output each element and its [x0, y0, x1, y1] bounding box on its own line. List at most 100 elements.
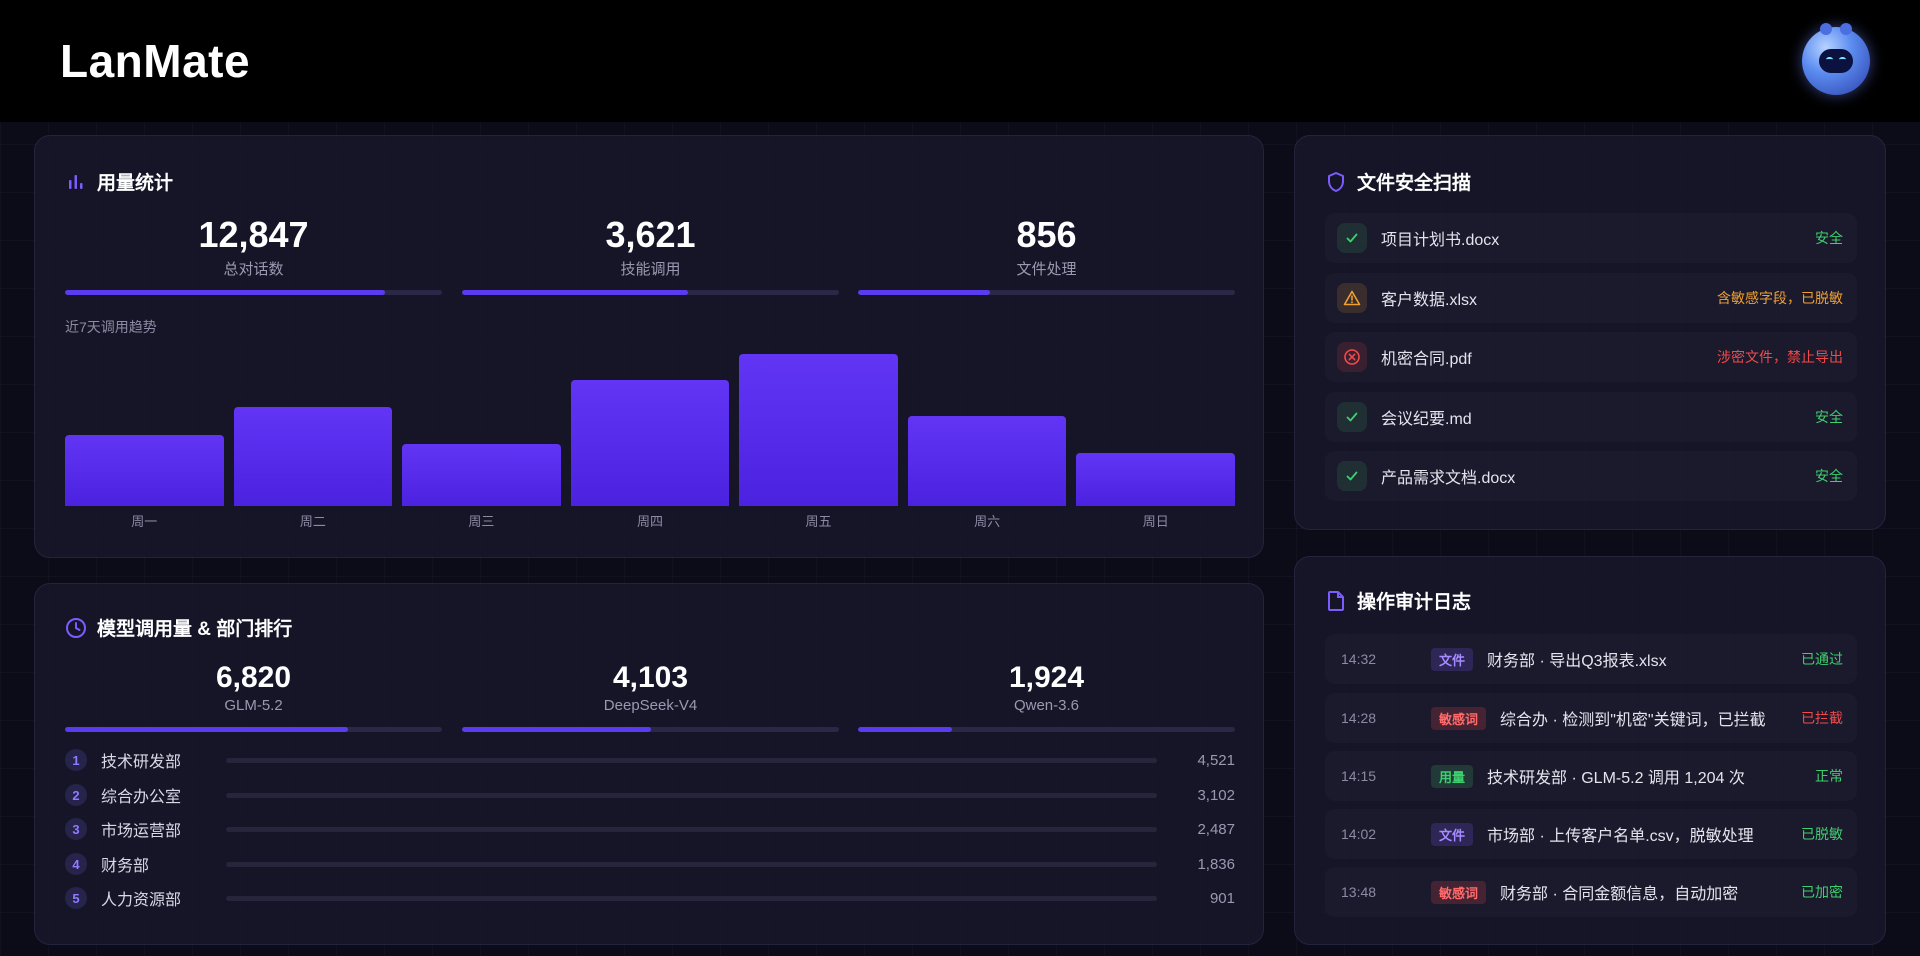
- file-name: 会议纪要.md: [1381, 411, 1472, 428]
- stat-progress-bar: [858, 290, 1235, 295]
- audit-card-title: 操作审计日志: [1325, 587, 1471, 614]
- rank-track: [226, 861, 1157, 867]
- file-name: 机密合同.pdf: [1381, 351, 1472, 368]
- audit-log-row[interactable]: 14:02 文件 市场部 · 上传客户名单.csv，脱敏处理 已脱敏: [1325, 809, 1857, 859]
- stat-value: 856: [1016, 214, 1077, 255]
- trend-bar[interactable]: [233, 407, 393, 506]
- log-time: 13:48: [1341, 884, 1377, 900]
- file-name: 项目计划书.docx: [1381, 232, 1500, 249]
- rank-track: [226, 792, 1157, 798]
- log-text: 综合办 · 检测到"机密"关键词，已拦截: [1500, 712, 1766, 729]
- log-status: 已通过: [1801, 651, 1843, 667]
- usage-title-text: 用量统计: [97, 173, 174, 194]
- models-title-text: 模型调用量 & 部门排行: [97, 619, 293, 640]
- scan-status: 含敏感字段，已脱敏: [1717, 290, 1843, 306]
- document-icon: [1325, 590, 1347, 612]
- dept-value: 2,487: [1197, 820, 1235, 838]
- audit-log-row[interactable]: 13:48 敏感词 财务部 · 合同金额信息，自动加密 已加密: [1325, 867, 1857, 917]
- stat-label: GLM-5.2: [224, 697, 283, 714]
- scan-file-row[interactable]: 会议纪要.md 安全: [1325, 392, 1857, 442]
- app-logo[interactable]: LanMate: [60, 35, 251, 87]
- scan-status: 安全: [1815, 409, 1843, 425]
- stat-value: 1,924: [1008, 661, 1085, 694]
- assistant-avatar[interactable]: [1802, 23, 1870, 95]
- scan-title-text: 文件安全扫描: [1357, 173, 1472, 194]
- stat-progress-fill: [65, 290, 386, 295]
- trend-bar[interactable]: [739, 354, 898, 506]
- stat-value: 12,847: [198, 214, 309, 255]
- log-status: 已脱敏: [1801, 826, 1843, 842]
- trend-bar[interactable]: [65, 434, 224, 506]
- dept-name: 财务部: [101, 858, 150, 875]
- usage-card-title: 用量统计: [65, 168, 173, 195]
- model-stat-deepseek: 4,103 DeepSeek-V4: [462, 661, 839, 714]
- trend-chart-label: 近7天调用趋势: [65, 319, 157, 335]
- stat-value: 6,820: [215, 661, 292, 694]
- log-time: 14:15: [1341, 768, 1377, 784]
- model-progress-bar: [462, 727, 839, 732]
- log-status: 已加密: [1801, 884, 1843, 900]
- stat-label: 总对话数: [223, 261, 284, 278]
- avatar-eye-right: [1839, 57, 1846, 62]
- audit-log-row[interactable]: 14:15 用量 技术研发部 · GLM-5.2 调用 1,204 次 正常: [1325, 751, 1857, 801]
- avatar-ear-left: [1820, 23, 1832, 35]
- stat-label: DeepSeek-V4: [603, 697, 698, 714]
- dept-rank-row[interactable]: 4 财务部 1,836: [65, 851, 1235, 877]
- stat-value: 4,103: [612, 661, 689, 694]
- trend-bar[interactable]: [907, 416, 1067, 506]
- scan-file-row[interactable]: 客户数据.xlsx 含敏感字段，已脱敏: [1325, 273, 1857, 323]
- top-header: LanMate: [0, 0, 1920, 122]
- trend-bar[interactable]: [402, 443, 561, 506]
- bar-chart-icon: [65, 171, 87, 193]
- x-tick-label: 周三: [468, 514, 495, 529]
- dept-name: 人力资源部: [101, 892, 182, 909]
- stat-progress-fill: [462, 727, 651, 732]
- models-card-title: 模型调用量 & 部门排行: [65, 614, 292, 641]
- check-icon: [1337, 461, 1367, 491]
- rank-badge: 5: [65, 887, 87, 909]
- scan-status: 涉密文件，禁止导出: [1717, 349, 1843, 365]
- x-tick-label: 周二: [299, 514, 326, 529]
- log-tag: 文件: [1431, 647, 1474, 671]
- audit-log-row[interactable]: 14:32 文件 财务部 · 导出Q3报表.xlsx 已通过: [1325, 634, 1857, 684]
- stat-label: 技能调用: [620, 261, 681, 278]
- dept-name: 综合办公室: [101, 789, 182, 806]
- dept-name: 市场运营部: [101, 823, 182, 840]
- dept-rank-row[interactable]: 1 技术研发部 4,521: [65, 747, 1235, 773]
- log-time: 14:28: [1341, 710, 1377, 726]
- stat-progress-fill: [65, 727, 348, 732]
- audit-log-row[interactable]: 14:28 敏感词 综合办 · 检测到"机密"关键词，已拦截 已拦截: [1325, 693, 1857, 743]
- dept-value: 4,521: [1197, 751, 1235, 769]
- stat-progress-fill: [462, 290, 689, 295]
- dept-value: 901: [1209, 889, 1235, 907]
- dept-rank-row[interactable]: 3 市场运营部 2,487: [65, 816, 1235, 842]
- dept-rank-row[interactable]: 2 综合办公室 3,102: [65, 782, 1235, 808]
- model-stat-qwen: 1,924 Qwen-3.6: [858, 661, 1235, 714]
- scan-file-row[interactable]: 机密合同.pdf 涉密文件，禁止导出: [1325, 332, 1857, 382]
- log-tag: 用量: [1431, 764, 1474, 788]
- log-text: 财务部 · 导出Q3报表.xlsx: [1487, 653, 1667, 670]
- trend-bar[interactable]: [570, 379, 730, 506]
- log-tag: 敏感词: [1431, 706, 1487, 730]
- stat-progress-fill: [858, 290, 990, 295]
- trend-bar-chart: 周一 周二 周三 周四 周五 周六 周日: [65, 346, 1235, 536]
- x-tick-label: 周四: [636, 514, 663, 529]
- check-icon: [1337, 223, 1367, 253]
- warning-icon: [1337, 283, 1367, 313]
- dept-value: 3,102: [1197, 786, 1235, 804]
- rank-badge: 4: [65, 853, 87, 875]
- usage-stats-card: 用量统计 12,847 总对话数 3,621 技能调用 856 文件处理 近7天…: [34, 135, 1264, 558]
- clock-icon: [65, 617, 87, 639]
- scan-file-row[interactable]: 项目计划书.docx 安全: [1325, 213, 1857, 263]
- trend-bar[interactable]: [1076, 452, 1235, 506]
- dept-rank-row[interactable]: 5 人力资源部 901: [65, 885, 1235, 911]
- dept-name: 技术研发部: [101, 754, 182, 771]
- x-tick-label: 周五: [805, 514, 832, 529]
- x-tick-label: 周日: [1142, 514, 1169, 529]
- stat-files-processed: 856 文件处理: [858, 214, 1235, 279]
- rank-track: [226, 895, 1157, 901]
- rank-badge: 2: [65, 784, 87, 806]
- scan-file-row[interactable]: 产品需求文档.docx 安全: [1325, 451, 1857, 501]
- stat-value: 3,621: [605, 214, 696, 255]
- log-text: 财务部 · 合同金额信息，自动加密: [1500, 886, 1739, 903]
